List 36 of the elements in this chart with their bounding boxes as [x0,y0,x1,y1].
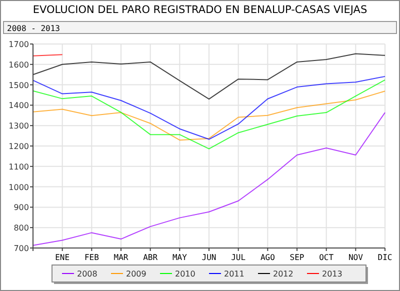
line-series [32,79,386,150]
chart-subtitle: 2008 - 2013 [7,24,60,33]
line-series [32,53,386,100]
x-tick-label: AGO [260,253,276,262]
x-tick-label: DIC [378,253,392,262]
x-tick-label: ABR [143,253,158,262]
x-tick-label: SEP [290,253,304,262]
x-tick-label: OCT [319,253,334,262]
y-tick-label: 900 [14,203,29,212]
x-tick-label: JUL [231,253,246,262]
y-tick-label: 1200 [8,142,29,151]
line-series [32,112,386,246]
y-tick-label: 1500 [8,80,29,90]
chart-title: EVOLUCION DEL PARO REGISTRADO EN BENALUP-CASAS VIEJAS [32,4,368,16]
y-tick-label: 1000 [8,182,29,192]
y-tick-label: 1100 [8,162,29,172]
legend-label: 2008 [77,270,98,278]
line-series [32,90,386,141]
legend-label: 2011 [224,270,244,278]
x-tick-label: ENE [55,253,70,262]
x-tick-label: JUN [202,253,216,262]
y-tick-label: 1400 [8,101,29,110]
x-tick-label: NOV [348,253,364,262]
legend-label: 2012 [273,270,294,278]
y-tick-label: 800 [14,224,29,233]
y-tick-label: 1600 [8,60,29,70]
x-tick-label: FEB [84,253,100,262]
y-tick-label: 700 [14,244,29,253]
legend-label: 2010 [175,270,196,278]
y-tick-label: 1700 [8,40,29,49]
legend-label: 2013 [322,270,342,278]
x-tick-label: MAY [172,253,188,262]
line-series [32,76,386,140]
y-tick-label: 1300 [8,122,29,131]
legend-label: 2009 [126,270,146,278]
x-tick-label: MAR [114,253,128,262]
